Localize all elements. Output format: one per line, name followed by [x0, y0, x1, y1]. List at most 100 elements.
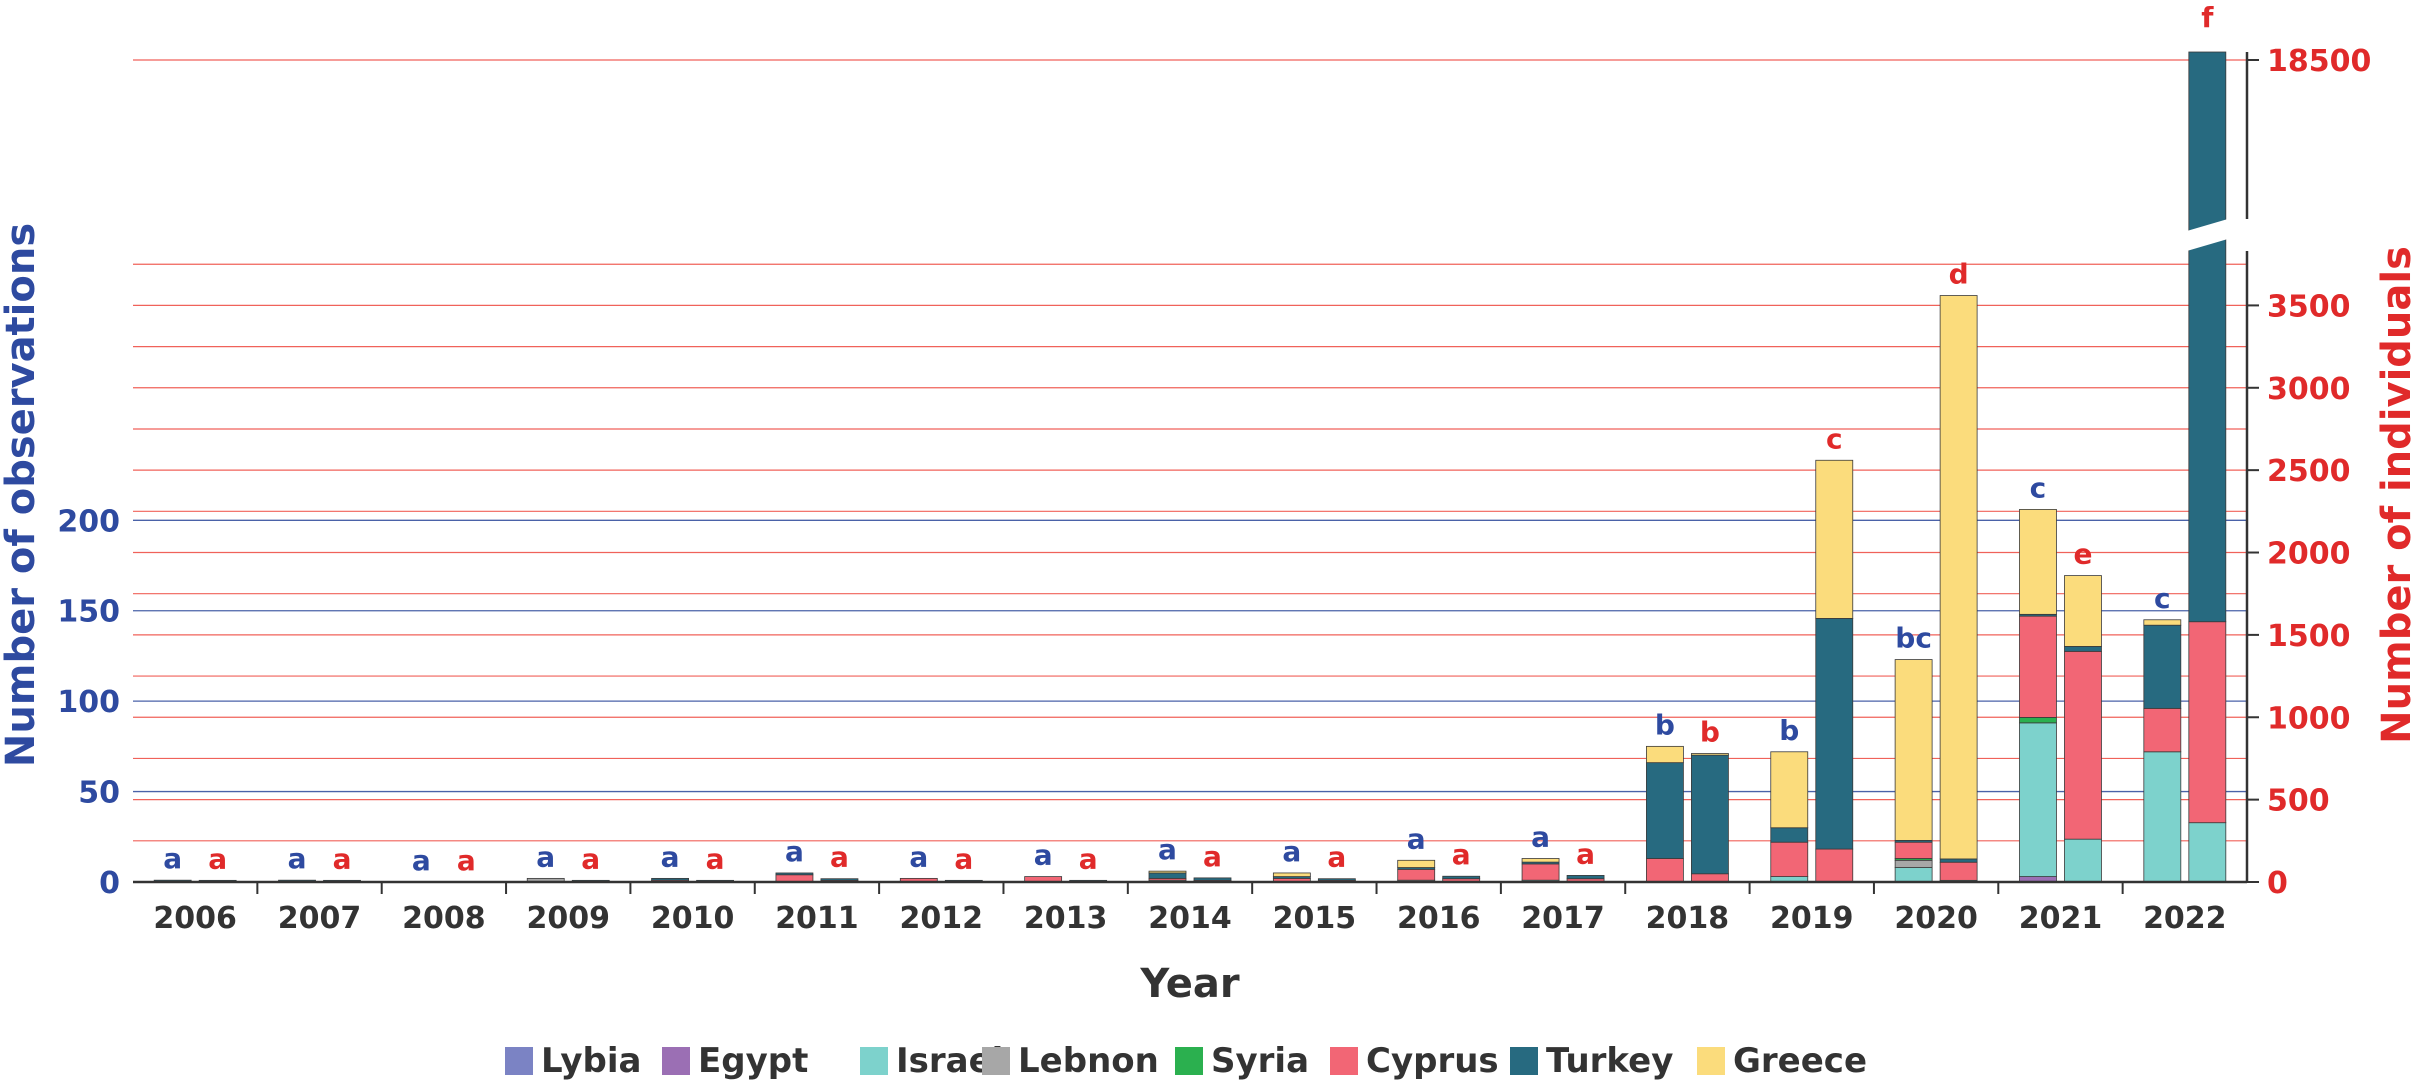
bar-individuals-2020-greece — [1939, 295, 1978, 860]
y-right-tick-label: 3000 — [2267, 372, 2351, 407]
bar-observations-2019-cyprus — [1770, 841, 1809, 877]
bar-individuals-2022-cyprus — [2188, 621, 2227, 824]
x-tick-label: 2016 — [1397, 901, 1481, 936]
bar-individuals-2019-cyprus — [1815, 848, 1854, 883]
significance-letter-individuals: a — [1203, 840, 1222, 873]
bar-individuals-2021-cyprus — [2064, 650, 2102, 840]
bar-observations-2021-syria — [2019, 717, 2057, 724]
y-left-tick-label: 100 — [57, 685, 120, 720]
significance-letter-individuals: a — [1327, 841, 1346, 874]
bar-observations-2015-greece — [1272, 872, 1311, 877]
legend-swatch-cyprus — [1330, 1047, 1358, 1075]
x-tick-label: 2011 — [775, 901, 859, 936]
legend-swatch-lebnon — [982, 1047, 1010, 1075]
significance-letter-individuals: a — [1079, 842, 1098, 875]
bars — [153, 51, 2228, 883]
x-tick-label: 2013 — [1024, 901, 1108, 936]
bar-individuals-2011-turkey — [820, 878, 859, 881]
significance-letter-observations: a — [1034, 839, 1053, 872]
bar-observations-2018-cyprus — [1646, 858, 1684, 883]
x-tick-label: 2007 — [278, 901, 362, 936]
y-axis-right-title: Number of individuals — [2374, 246, 2416, 744]
bar-observations-2021-greece — [2019, 509, 2057, 615]
bar-individuals-2014-turkey — [1193, 877, 1232, 881]
legend-swatch-turkey — [1510, 1047, 1538, 1075]
bar-individuals-2016-turkey — [1442, 875, 1481, 880]
significance-letter-individuals: e — [2073, 538, 2092, 571]
y-right-tick-label: 18500 — [2267, 44, 2371, 79]
legend-label-greece: Greece — [1733, 1041, 1867, 1081]
y-left-tick-label: 0 — [99, 866, 120, 901]
significance-letter-individuals: a — [1452, 838, 1471, 871]
significance-letter-observations: a — [785, 835, 804, 868]
bar-observations-2016-cyprus — [1397, 868, 1436, 881]
significance-letter-observations: a — [1158, 833, 1177, 866]
bar-individuals-2018-turkey — [1691, 754, 1729, 875]
bar-individuals-2015-turkey — [1317, 878, 1356, 881]
bar-individuals-2021-turkey — [2064, 646, 2102, 652]
bar-observations-2018-greece — [1646, 745, 1684, 764]
significance-letter-individuals: a — [333, 842, 352, 875]
axis-break-gap — [2186, 219, 2228, 251]
significance-letter-observations: a — [1407, 822, 1426, 855]
gridlines — [133, 59, 2247, 842]
x-axis-title: Year — [1139, 961, 1239, 1007]
significance-letter-observations: b — [1655, 708, 1675, 741]
x-tick-label: 2009 — [526, 901, 610, 936]
bar-individuals-2021-israel — [2064, 838, 2102, 883]
y-axis-left-title: Number of observations — [0, 223, 44, 767]
legend-swatch-egypt — [662, 1047, 690, 1075]
significance-letter-individuals: d — [1949, 258, 1969, 291]
bar-individuals-2017-turkey — [1566, 875, 1605, 880]
significance-letter-individuals: a — [830, 841, 849, 874]
significance-letter-individuals: a — [208, 842, 227, 875]
significance-letter-individuals: f — [2201, 1, 2214, 34]
bar-individuals-2019-greece — [1815, 459, 1854, 619]
x-tick-label: 2006 — [153, 901, 237, 936]
significance-letter-observations: a — [288, 842, 307, 875]
significance-letter-individuals: c — [1826, 422, 1843, 455]
significance-letter-individuals: a — [581, 842, 600, 875]
y-right-tick-label: 2500 — [2267, 454, 2351, 489]
bar-observations-2021-cyprus — [2019, 615, 2057, 718]
bar-observations-2020-israel — [1894, 867, 1933, 883]
bar-observations-2022-cyprus — [2143, 707, 2182, 753]
y-right-tick-label: 3500 — [2267, 289, 2351, 324]
bar-observations-2020-cyprus — [1894, 841, 1933, 859]
significance-letter-observations: c — [2030, 471, 2047, 504]
y-right-tick-label: 1500 — [2267, 619, 2351, 654]
significance-letter-observations: a — [163, 842, 182, 875]
axes — [133, 52, 2259, 894]
legend-label-cyprus: Cyprus — [1366, 1041, 1499, 1081]
bar-individuals-2018-greece — [1691, 753, 1729, 756]
significance-letter-observations: a — [412, 844, 431, 877]
significance-letter-observations: bc — [1895, 622, 1932, 655]
legend-label-turkey: Turkey — [1546, 1041, 1673, 1081]
x-tick-label: 2015 — [1273, 901, 1357, 936]
legend-label-egypt: Egypt — [698, 1041, 808, 1081]
x-tick-label: 2018 — [1646, 901, 1730, 936]
y-left-tick-label: 50 — [78, 776, 120, 811]
legend-label-lebnon: Lebnon — [1018, 1041, 1159, 1081]
x-tick-label: 2019 — [1770, 901, 1854, 936]
y-left-tick-label: 200 — [57, 504, 120, 539]
significance-letter-individuals: a — [706, 842, 725, 875]
bar-individuals-2022-turkey — [2188, 51, 2227, 623]
bar-observations-2019-greece — [1770, 751, 1809, 829]
bar-observations-2017-greece — [1521, 858, 1560, 863]
bar-observations-2018-turkey — [1646, 762, 1684, 859]
bar-observations-2020-lebnon — [1894, 859, 1933, 868]
significance-letter-observations: a — [1531, 820, 1550, 853]
legend-swatch-syria — [1175, 1047, 1203, 1075]
legend-label-lybia: Lybia — [541, 1041, 641, 1081]
bar-observations-2014-greece — [1148, 870, 1187, 874]
significance-letter-individuals: a — [954, 842, 973, 875]
significance-letter-observations: c — [2154, 582, 2171, 615]
legend-swatch-lybia — [505, 1047, 533, 1075]
legend-swatch-israel — [860, 1047, 888, 1075]
x-tick-label: 2010 — [651, 901, 735, 936]
y-left-tick-label: 150 — [57, 595, 120, 630]
bar-observations-2020-greece — [1894, 659, 1933, 841]
